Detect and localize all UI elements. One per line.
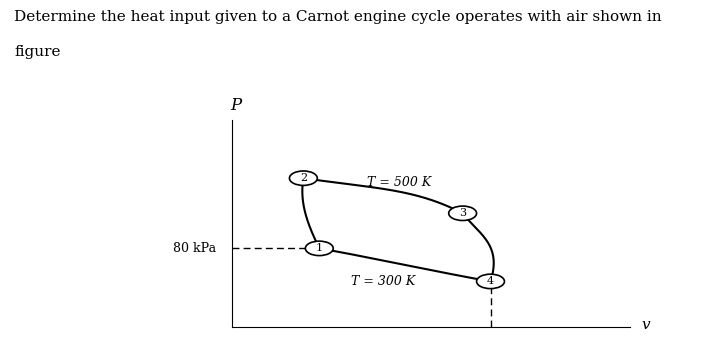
- Text: v: v: [642, 318, 650, 332]
- Text: T = 500 K: T = 500 K: [367, 176, 432, 189]
- Text: Determine the heat input given to a Carnot engine cycle operates with air shown : Determine the heat input given to a Carn…: [14, 10, 662, 24]
- Circle shape: [449, 206, 476, 221]
- Text: figure: figure: [14, 45, 61, 59]
- Text: 4: 4: [487, 276, 494, 287]
- Circle shape: [476, 274, 505, 289]
- Circle shape: [290, 171, 317, 185]
- Text: P: P: [230, 97, 241, 114]
- Text: 2: 2: [300, 173, 307, 183]
- Circle shape: [306, 241, 333, 256]
- Text: 1: 1: [316, 243, 323, 254]
- Text: 80 kPa: 80 kPa: [172, 242, 216, 255]
- Text: T = 300 K: T = 300 K: [351, 275, 416, 288]
- Text: 3: 3: [459, 208, 466, 218]
